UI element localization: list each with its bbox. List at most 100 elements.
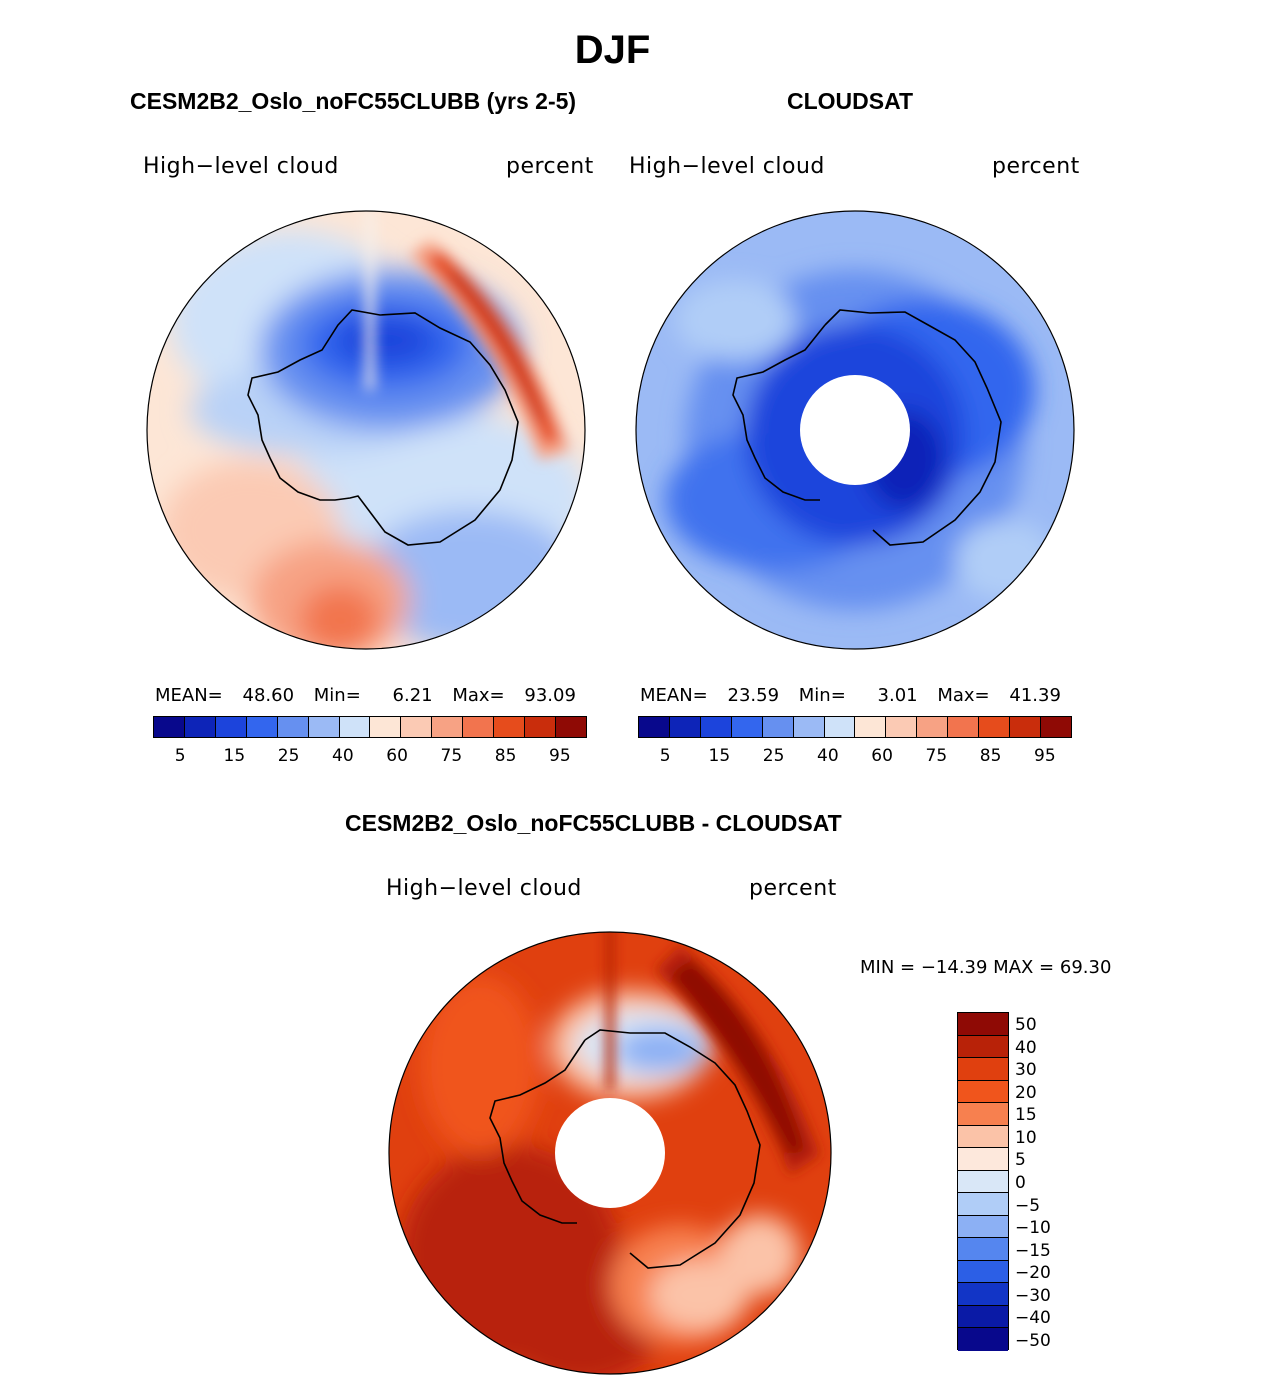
diff-polar-map — [388, 931, 832, 1375]
diff-variable-label: High−level cloud — [386, 876, 582, 901]
colorbar-swatch — [762, 717, 794, 737]
obs-mean-label: MEAN= — [640, 685, 708, 706]
colorbar-swatch — [463, 717, 495, 737]
colorbar-tick-label: 85 — [979, 746, 1002, 766]
model-field — [147, 211, 585, 649]
colorbar-tick-label: 60 — [871, 746, 893, 766]
colorbar-swatch — [639, 717, 670, 737]
colorbar-swatch — [958, 1260, 1008, 1284]
colorbar-swatch — [1040, 717, 1071, 737]
colorbar-tick-label: 40 — [817, 746, 839, 766]
colorbar-swatch — [855, 717, 887, 737]
obs-polar-map — [635, 210, 1075, 650]
colorbar-swatch — [958, 1080, 1008, 1104]
colorbar-swatch — [525, 717, 556, 737]
obs-variable-label: High−level cloud — [629, 154, 825, 179]
colorbar-swatch — [958, 1283, 1008, 1306]
obs-min-label: Min= — [798, 685, 846, 706]
model-map-border — [146, 210, 586, 650]
colorbar-tick-label: −5 — [1015, 1195, 1041, 1216]
colorbar-swatch — [958, 1148, 1008, 1171]
colorbar-tick-label: 25 — [277, 746, 300, 766]
colorbar-swatch — [958, 1238, 1008, 1261]
obs-mean-value: 23.59 — [727, 685, 780, 706]
colorbar-tick-label: 40 — [332, 746, 354, 766]
diff-units-label: percent — [749, 876, 837, 901]
diff-minmax-text: MIN = −14.39 MAX = 69.30 — [860, 957, 1112, 978]
colorbar-tick-label: 5 — [659, 746, 671, 766]
colorbar-swatch — [555, 717, 586, 737]
colorbar-swatch — [948, 717, 980, 737]
colorbar-tick-label: 95 — [1034, 746, 1056, 766]
model-max-label: Max= — [452, 685, 505, 706]
colorbar-swatch — [958, 1125, 1008, 1149]
colorbar-tick-label: 20 — [1015, 1082, 1037, 1103]
colorbar-swatch — [979, 717, 1011, 737]
colorbar-swatch — [308, 717, 340, 737]
colorbar-swatch — [339, 717, 371, 737]
obs-max-label: Max= — [937, 685, 990, 706]
obs-stats: MEAN= 23.59 Min= 3.01 Max= 41.39 — [640, 685, 1061, 706]
model-variable-label: High−level cloud — [143, 154, 339, 179]
colorbar-swatch — [958, 1305, 1008, 1329]
colorbar-tick-label: 85 — [494, 746, 517, 766]
colorbar-swatch — [917, 717, 949, 737]
diff-colorbar-ticks: 50 40 30 20 15 10 5 0 −5 −10 −15 −20 −30 −40 −50 — [1015, 1012, 1095, 1350]
diff-antarctica-coastline — [584, 1029, 761, 1269]
model-polar-map — [146, 210, 586, 650]
model-min-label: Min= — [313, 685, 361, 706]
colorbar-tick-label: 50 — [1015, 1015, 1037, 1036]
obs-antarctica-coastline — [824, 309, 1002, 546]
colorbar-tick-label: −10 — [1015, 1218, 1051, 1239]
colorbar-tick-label: 40 — [1015, 1037, 1037, 1058]
colorbar-tick-label: −30 — [1015, 1285, 1051, 1306]
colorbar-swatch — [958, 1035, 1008, 1059]
colorbar-swatch — [215, 717, 247, 737]
obs-map-border — [635, 210, 1075, 650]
colorbar-swatch — [154, 717, 185, 737]
colorbar-tick-label: 75 — [925, 746, 948, 766]
colorbar-swatch — [793, 717, 825, 737]
model-min-value: 6.21 — [392, 685, 433, 706]
model-panel-title: CESM2B2_Oslo_noFC55CLUBB (yrs 2-5) — [130, 88, 577, 114]
colorbar-swatch — [958, 1215, 1008, 1239]
colorbar-swatch — [401, 717, 433, 737]
colorbar-tick-label: −15 — [1015, 1240, 1051, 1261]
colorbar-tick-label: 15 — [708, 746, 731, 766]
colorbar-tick-label: 10 — [1015, 1127, 1037, 1148]
model-stats: MEAN= 48.60 Min= 6.21 Max= 93.09 — [155, 685, 576, 706]
colorbar-swatch — [958, 1013, 1008, 1036]
obs-panel-title: CLOUDSAT — [787, 88, 914, 114]
colorbar-tick-label: −50 — [1015, 1330, 1051, 1351]
colorbar-swatch — [432, 717, 464, 737]
diff-polar-data-gap — [555, 1098, 665, 1208]
colorbar-tick-label: 75 — [440, 746, 463, 766]
model-units-label: percent — [506, 154, 594, 179]
colorbar-tick-label: 60 — [386, 746, 408, 766]
diff-map-border — [388, 931, 832, 1375]
colorbar-swatch — [494, 717, 526, 737]
colorbar-swatch — [1010, 717, 1041, 737]
colorbar-swatch — [958, 1058, 1008, 1081]
obs-colorbar-ticks: 5 15 25 40 60 75 85 95 — [638, 746, 1072, 766]
colorbar-tick-label: −20 — [1015, 1263, 1051, 1284]
colorbar-swatch — [958, 1170, 1008, 1194]
colorbar-tick-label: 30 — [1015, 1060, 1037, 1081]
colorbar-swatch — [669, 717, 701, 737]
colorbar-swatch — [886, 717, 918, 737]
colorbar-tick-label: 95 — [549, 746, 571, 766]
model-mean-label: MEAN= — [155, 685, 223, 706]
colorbar-swatch — [958, 1103, 1008, 1126]
model-colorbar — [153, 716, 587, 738]
diff-colorbar — [957, 1012, 1009, 1351]
colorbar-swatch — [277, 717, 309, 737]
colorbar-tick-label: 25 — [762, 746, 785, 766]
colorbar-swatch — [731, 717, 763, 737]
colorbar-tick-label: 5 — [1015, 1150, 1026, 1171]
model-colorbar-ticks: 5 15 25 40 60 75 85 95 — [153, 746, 587, 766]
colorbar-tick-label: −40 — [1015, 1308, 1051, 1329]
colorbar-tick-label: 0 — [1015, 1173, 1026, 1193]
obs-units-label: percent — [992, 154, 1080, 179]
obs-polar-data-gap — [800, 375, 910, 485]
colorbar-swatch — [184, 717, 216, 737]
